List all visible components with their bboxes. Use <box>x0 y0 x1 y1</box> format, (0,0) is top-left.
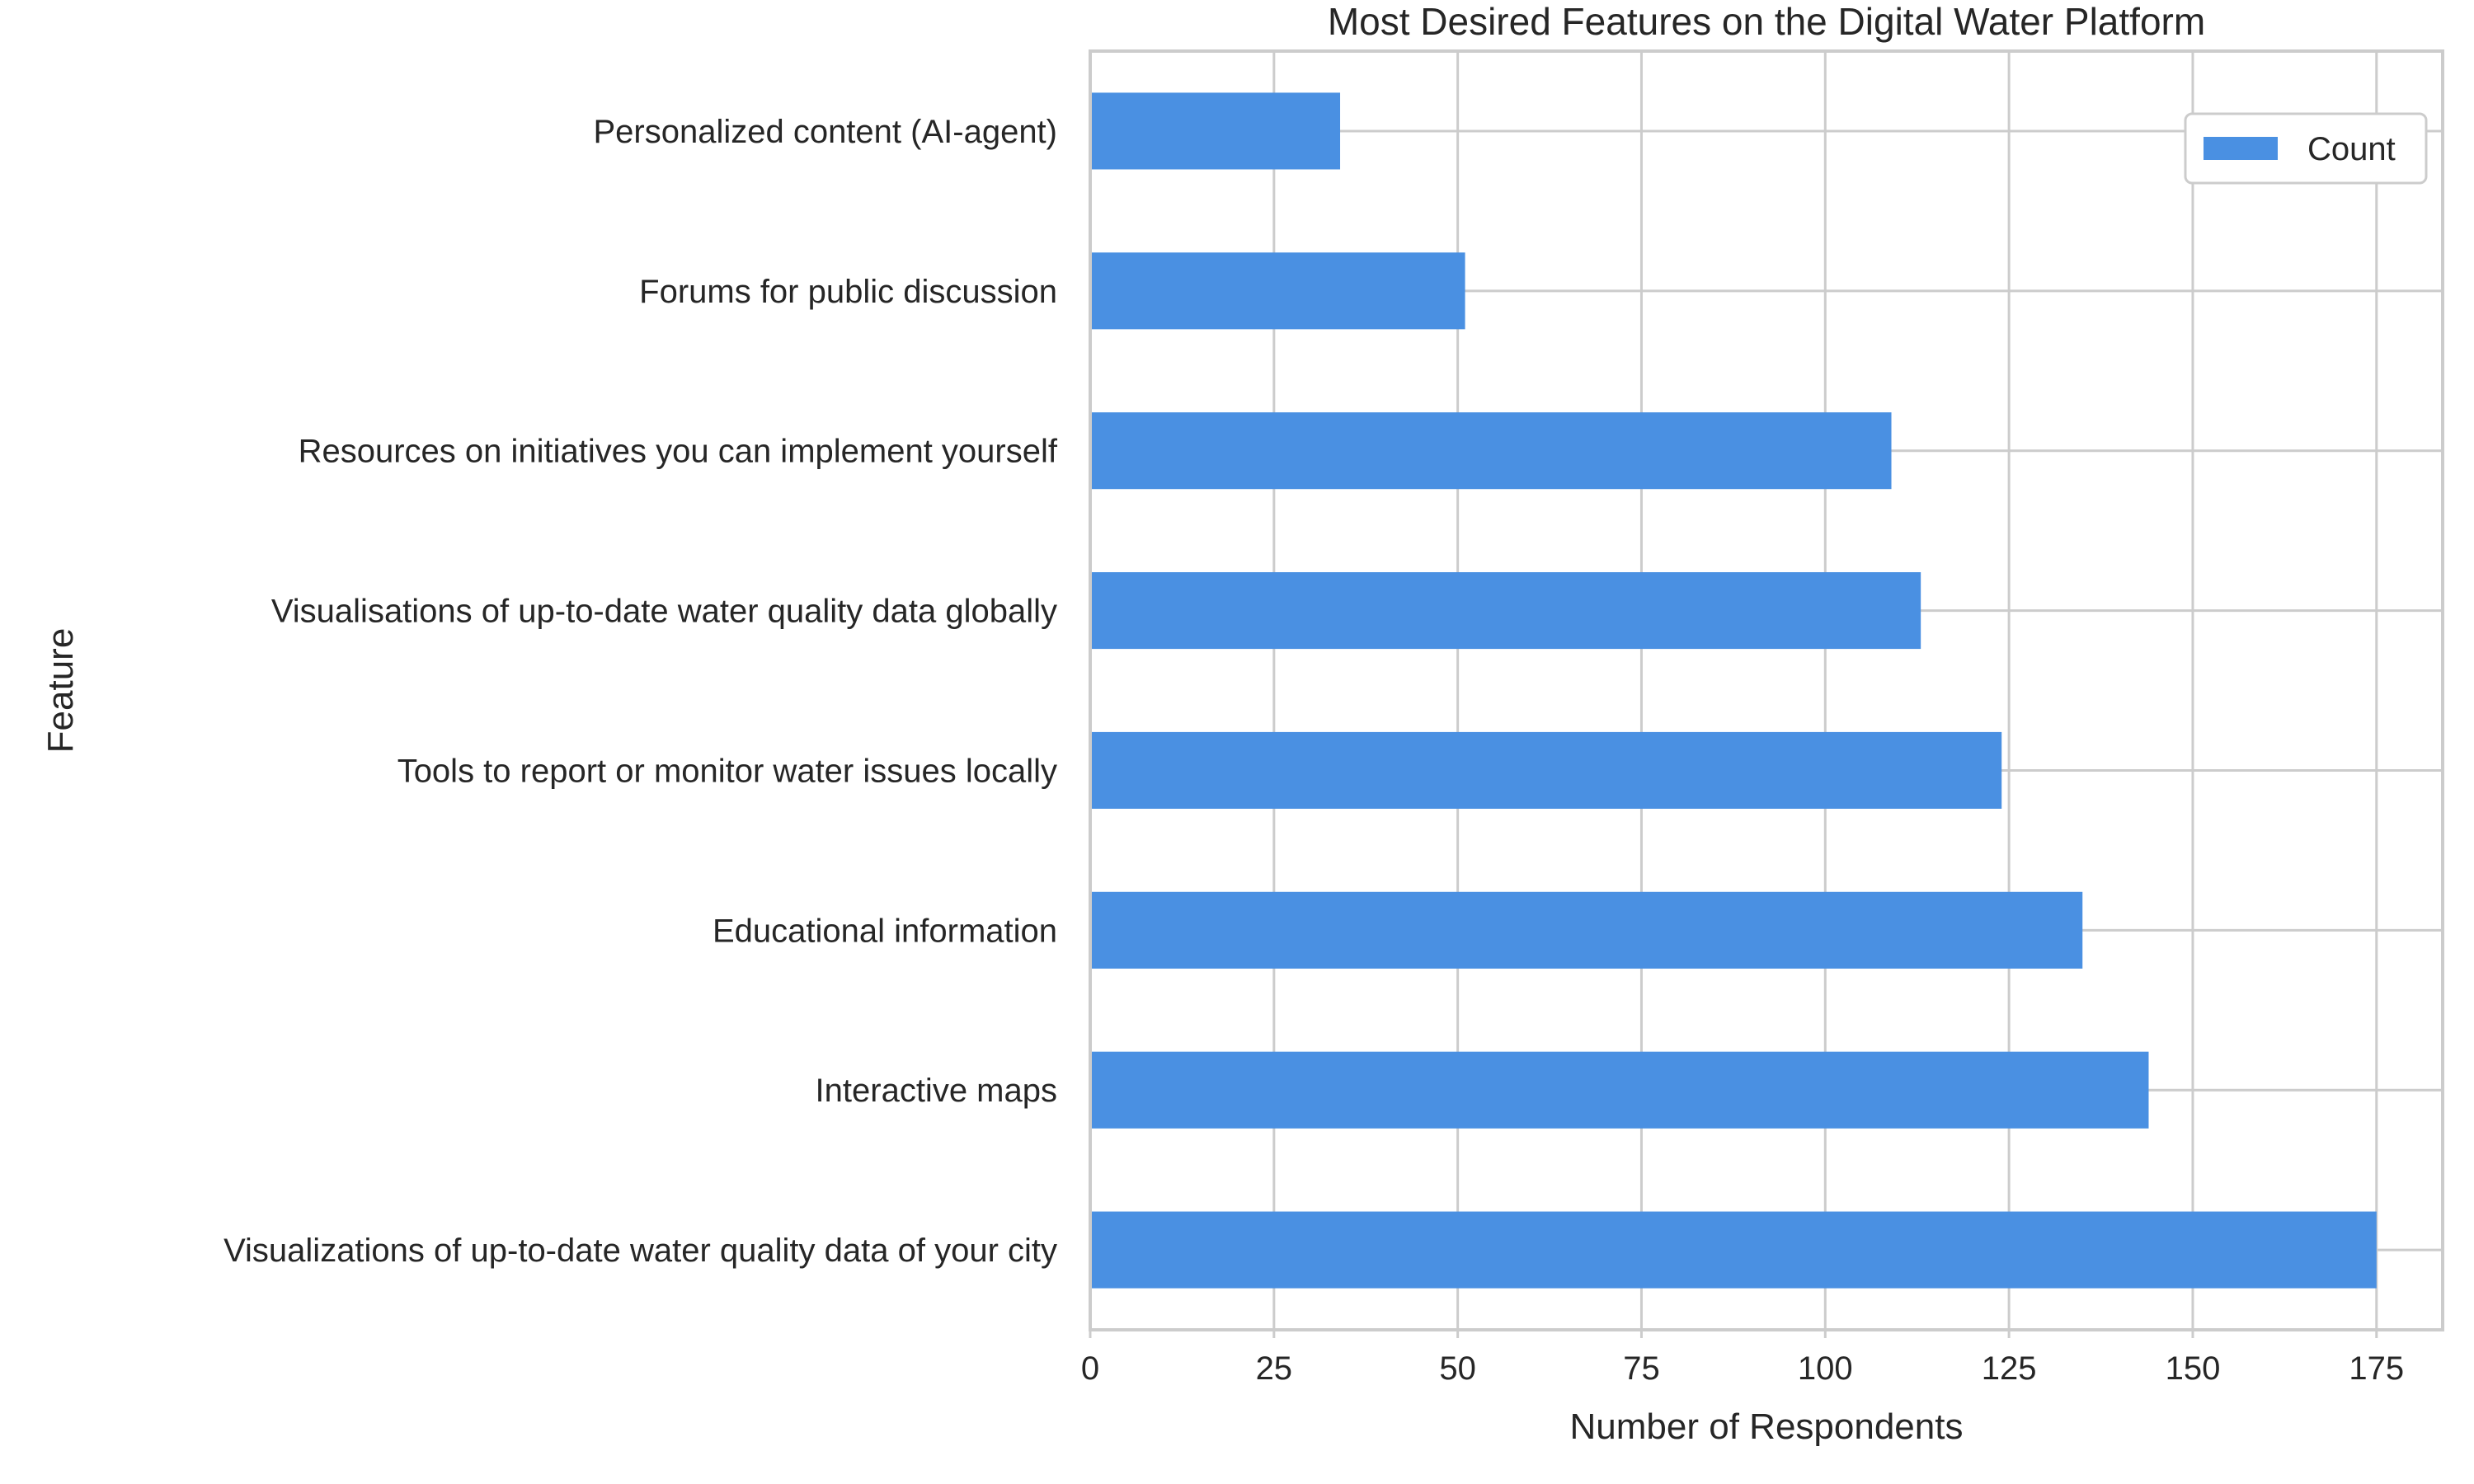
bar <box>1090 412 1892 490</box>
bars <box>1090 92 2377 1289</box>
x-axis-ticks: 0 25 50 75 100 125 150 175 <box>1081 1330 2404 1387</box>
bar <box>1090 252 1465 330</box>
bar <box>1090 1211 2377 1289</box>
y-tick-label: Educational information <box>713 913 1057 949</box>
y-tick-label: Visualizations of up-to-date water quali… <box>223 1233 1057 1269</box>
legend-swatch <box>2204 137 2278 160</box>
legend-label: Count <box>2307 131 2396 167</box>
bar <box>1090 1051 2149 1129</box>
bar <box>1090 92 1341 170</box>
y-tick-label: Forums for public discussion <box>639 274 1057 310</box>
chart-title: Most Desired Features on the Digital Wat… <box>1328 0 2205 43</box>
y-tick-label: Tools to report or monitor water issues … <box>397 753 1057 789</box>
y-axis-label: Feature <box>40 628 81 754</box>
x-tick-label: 125 <box>1982 1350 2037 1387</box>
x-tick-label: 50 <box>1439 1350 1476 1387</box>
bar <box>1090 572 1921 650</box>
x-tick-label: 75 <box>1623 1350 1660 1387</box>
y-axis-ticks: Visualizations of up-to-date water quali… <box>223 114 1058 1269</box>
y-tick-label: Interactive maps <box>816 1073 1057 1109</box>
x-tick-label: 100 <box>1798 1350 1853 1387</box>
legend-box <box>2184 112 2428 185</box>
x-tick-label: 25 <box>1256 1350 1293 1387</box>
x-tick-label: 150 <box>2166 1350 2221 1387</box>
x-tick-label: 175 <box>2349 1350 2404 1387</box>
plot-frame <box>1089 49 2444 1331</box>
legend: Count <box>2184 112 2428 185</box>
x-axis-label: Number of Respondents <box>1570 1407 1964 1447</box>
y-tick-label: Visualisations of up-to-date water quali… <box>271 594 1057 630</box>
bar <box>1090 891 2083 969</box>
bar <box>1090 731 2002 809</box>
x-tick-label: 0 <box>1081 1350 1099 1387</box>
y-tick-label: Resources on initiatives you can impleme… <box>299 434 1058 470</box>
y-tick-label: Personalized content (AI-agent) <box>593 114 1057 150</box>
